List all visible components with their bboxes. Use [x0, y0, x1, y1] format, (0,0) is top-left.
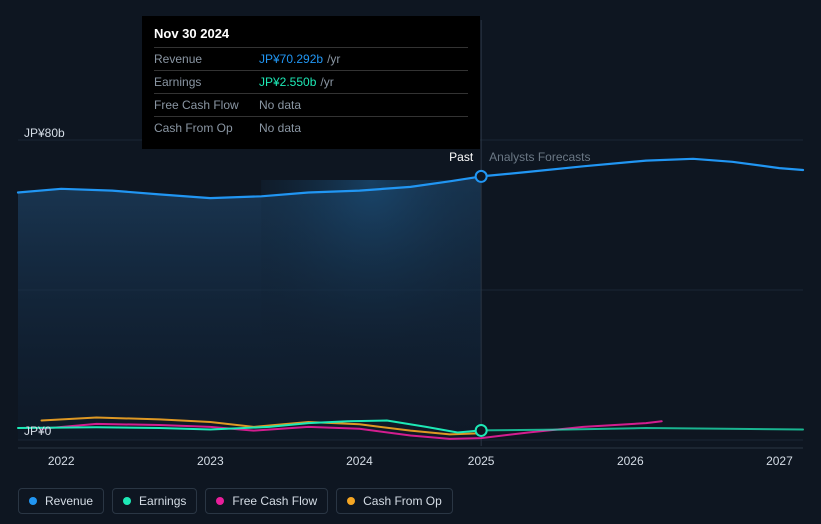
legend-label: Revenue [45, 494, 93, 508]
legend-label: Cash From Op [363, 494, 442, 508]
tooltip-metric-value: JP¥70.292b [259, 52, 323, 66]
legend-item-revenue[interactable]: Revenue [18, 488, 104, 514]
tooltip-metric-value: No data [259, 98, 301, 112]
legend-item-cash-from-op[interactable]: Cash From Op [336, 488, 453, 514]
tooltip-metric-label: Revenue [154, 52, 259, 66]
tooltip-row: RevenueJP¥70.292b/yr [154, 48, 468, 71]
legend-label: Earnings [139, 494, 186, 508]
y-axis-label-max: JP¥80b [24, 126, 65, 140]
legend-item-free-cash-flow[interactable]: Free Cash Flow [205, 488, 328, 514]
x-tick-label: 2026 [617, 454, 644, 468]
x-tick-label: 2027 [766, 454, 793, 468]
tooltip-metric-label: Cash From Op [154, 121, 259, 135]
tooltip-metric-value: No data [259, 121, 301, 135]
chart-legend: Revenue Earnings Free Cash Flow Cash From O… [18, 488, 453, 514]
y-axis-label-min: JP¥0 [24, 424, 51, 438]
tooltip-row: Free Cash FlowNo data [154, 94, 468, 117]
legend-swatch [29, 497, 37, 505]
legend-swatch [123, 497, 131, 505]
legend-swatch [347, 497, 355, 505]
tooltip-row: Cash From OpNo data [154, 117, 468, 139]
past-section-label: Past [449, 150, 473, 164]
tooltip-date: Nov 30 2024 [154, 26, 468, 48]
tooltip-row: EarningsJP¥2.550b/yr [154, 71, 468, 94]
x-tick-label: 2024 [346, 454, 373, 468]
data-tooltip: Nov 30 2024 RevenueJP¥70.292b/yrEarnings… [142, 16, 480, 149]
x-tick-label: 2023 [197, 454, 224, 468]
x-tick-label: 2025 [468, 454, 495, 468]
tooltip-metric-label: Earnings [154, 75, 259, 89]
tooltip-unit: /yr [327, 52, 340, 66]
tooltip-metric-label: Free Cash Flow [154, 98, 259, 112]
x-tick-label: 2022 [48, 454, 75, 468]
tooltip-unit: /yr [320, 75, 333, 89]
legend-item-earnings[interactable]: Earnings [112, 488, 197, 514]
tooltip-metric-value: JP¥2.550b [259, 75, 316, 89]
legend-swatch [216, 497, 224, 505]
legend-label: Free Cash Flow [232, 494, 317, 508]
forecast-section-label: Analysts Forecasts [489, 150, 590, 164]
